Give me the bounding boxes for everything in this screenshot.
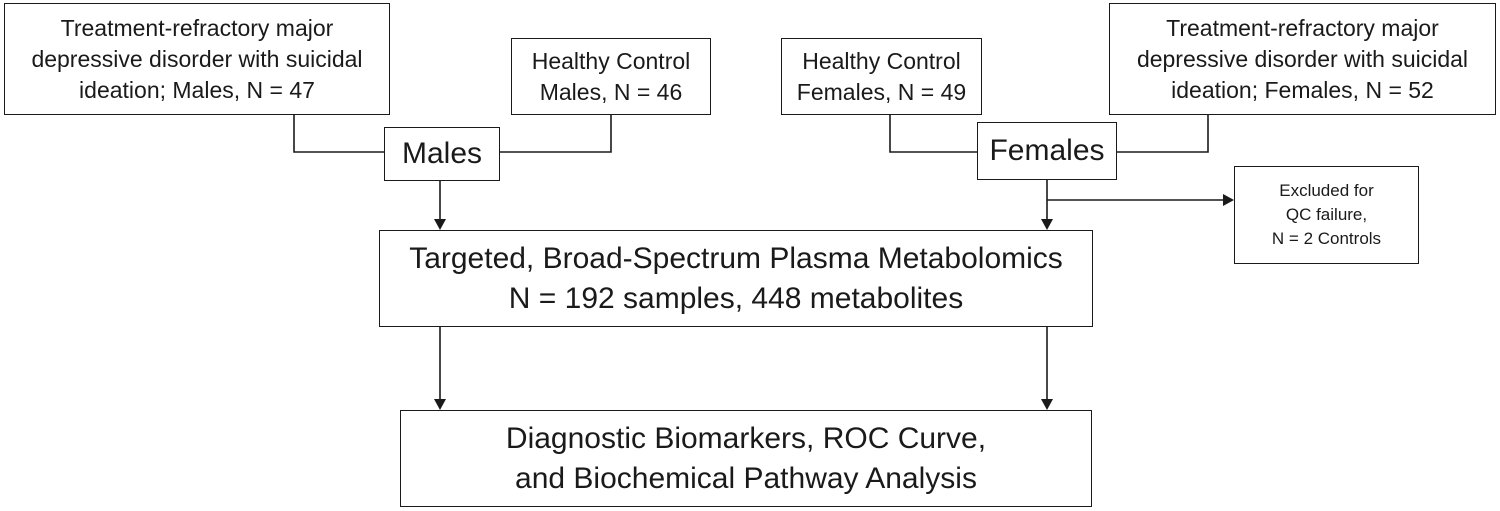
arrowhead-males-to-metabolomics xyxy=(434,219,446,230)
box-mdd-males-text: Treatment-refractory major depressive di… xyxy=(31,14,363,103)
arrowhead-females-to-metabolomics xyxy=(1041,219,1053,230)
box-excluded-text: Excluded for QC failure, N = 2 Controls xyxy=(1271,181,1382,248)
arrowhead-females-to-excluded xyxy=(1223,194,1234,206)
box-outcomes-text: Diagnostic Biomarkers, ROC Curve, and Bi… xyxy=(505,421,987,495)
box-mdd-females-text: Treatment-refractory major depressive di… xyxy=(1136,14,1469,103)
box-mdd-females: Treatment-refractory major depressive di… xyxy=(1109,3,1496,115)
box-metabolomics: Targeted, Broad-Spectrum Plasma Metabolo… xyxy=(379,230,1093,327)
connector-hc-females-to-females xyxy=(889,115,977,153)
box-healthy-control-females-text: Healthy Control Females, N = 49 xyxy=(796,47,967,105)
connector-mdd-females-to-females xyxy=(1117,115,1209,153)
connector-mdd-males-to-males xyxy=(293,115,384,153)
box-healthy-control-females: Healthy Control Females, N = 49 xyxy=(781,38,982,115)
box-metabolomics-text: Targeted, Broad-Spectrum Plasma Metabolo… xyxy=(409,241,1063,315)
arrowhead-metabolomics-to-outcomes-left xyxy=(434,399,446,410)
box-mdd-males: Treatment-refractory major depressive di… xyxy=(4,3,390,115)
arrowhead-metabolomics-to-outcomes-right xyxy=(1041,399,1053,410)
box-males-text: Males xyxy=(401,137,483,170)
connector-hc-males-to-males xyxy=(500,115,612,153)
box-females-text: Females xyxy=(989,134,1105,167)
box-excluded: Excluded for QC failure, N = 2 Controls xyxy=(1234,166,1419,264)
box-healthy-control-males: Healthy Control Males, N = 46 xyxy=(511,38,711,115)
box-healthy-control-males-text: Healthy Control Males, N = 46 xyxy=(531,47,691,105)
box-males: Males xyxy=(384,127,500,181)
box-females: Females xyxy=(977,122,1117,180)
box-outcomes: Diagnostic Biomarkers, ROC Curve, and Bi… xyxy=(400,410,1092,507)
